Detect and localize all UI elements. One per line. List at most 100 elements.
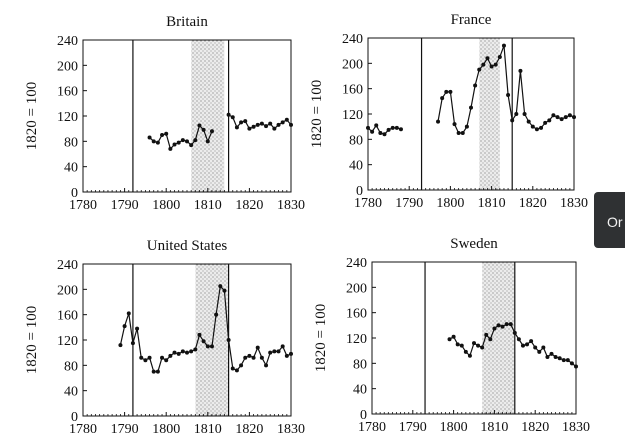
data-point (243, 119, 248, 124)
y-tick-label: 240 (342, 32, 363, 47)
data-point (234, 368, 239, 373)
data-point (553, 355, 558, 359)
chart-panel-3: United States 0 40 80 120 160 200 240 1780 1790 18… (24, 238, 305, 437)
data-point (251, 355, 256, 360)
data-point (272, 126, 277, 131)
chart-title: Sweden (450, 236, 498, 252)
y-tick-label: 80 (64, 359, 78, 374)
data-point (168, 146, 173, 151)
chart-title: Britain (166, 14, 208, 30)
y-tick-label: 0 (71, 410, 78, 425)
y-tick-label: 80 (64, 135, 78, 150)
data-point (255, 122, 260, 127)
y-tick-label: 40 (353, 383, 367, 398)
data-point (559, 117, 564, 122)
data-point (472, 341, 476, 346)
data-point (563, 115, 568, 120)
series-line (228, 114, 292, 130)
data-point (234, 125, 239, 130)
y-tick-label: 0 (71, 186, 78, 201)
data-point (168, 353, 173, 358)
data-point (176, 140, 181, 145)
y-tick-label: 80 (353, 357, 367, 372)
data-point (209, 344, 214, 349)
y-tick-label: 40 (349, 159, 363, 174)
shaded-period (191, 40, 225, 192)
data-point (164, 358, 169, 363)
x-tick-label: 1790 (399, 420, 427, 435)
side-tab[interactable]: Or (594, 192, 625, 248)
data-point (147, 135, 152, 140)
data-point (164, 131, 169, 136)
x-tick-label: 1830 (560, 196, 588, 211)
data-point (139, 355, 144, 360)
shaded-period (479, 38, 500, 190)
x-tick-label: 1800 (436, 196, 464, 211)
y-tick-label: 120 (342, 108, 363, 123)
data-point (155, 140, 160, 145)
data-point (497, 55, 502, 59)
data-point (226, 112, 231, 117)
shaded-period (195, 264, 229, 416)
data-point (205, 139, 210, 144)
data-point (541, 345, 546, 350)
data-point (394, 125, 399, 130)
y-axis-label: 1820 = 100 (24, 82, 40, 150)
data-point (572, 115, 576, 120)
y-tick-label: 160 (57, 85, 78, 100)
data-point (436, 119, 441, 124)
data-point (508, 322, 513, 327)
data-point (504, 322, 509, 327)
data-point (510, 118, 515, 123)
y-tick-label: 160 (342, 83, 363, 98)
y-axis-label: 1820 = 100 (309, 80, 325, 148)
data-point (239, 120, 244, 125)
data-point (230, 115, 235, 120)
y-tick-label: 120 (57, 110, 78, 125)
data-point (205, 344, 210, 349)
data-point (569, 361, 574, 366)
chart-title: United States (147, 238, 228, 254)
data-point (193, 347, 198, 352)
data-point (464, 124, 469, 129)
data-point (185, 350, 189, 355)
data-point (533, 345, 538, 350)
x-tick-label: 1810 (480, 420, 508, 435)
data-point (155, 369, 160, 374)
data-point (243, 355, 248, 360)
side-tab-label: Or (607, 214, 623, 230)
x-tick-label: 1810 (194, 422, 222, 437)
data-point (160, 355, 165, 360)
data-point (529, 339, 534, 344)
x-tick-label: 1830 (277, 422, 305, 437)
data-point (370, 129, 375, 134)
series-line (149, 124, 213, 151)
data-point (259, 355, 264, 360)
data-point (463, 349, 468, 354)
data-point (459, 343, 464, 348)
data-point (390, 125, 395, 130)
data-point (567, 113, 572, 118)
data-point (284, 353, 289, 358)
data-point (398, 127, 403, 132)
chart-panel-1: Britain 0 40 80 120 160 200 240 1780 1790 1800 1810… (24, 14, 305, 213)
data-point (534, 127, 539, 132)
y-tick-label: 40 (64, 161, 78, 176)
x-tick-label: 1790 (395, 196, 423, 211)
data-point (526, 119, 531, 124)
data-point (366, 125, 370, 130)
data-point (268, 350, 273, 355)
plot-frame (82, 39, 292, 193)
data-point (122, 324, 127, 329)
data-point (276, 122, 281, 127)
data-point (477, 67, 482, 72)
data-point (549, 351, 554, 356)
data-point (545, 355, 550, 359)
data-point (118, 343, 123, 348)
data-point (264, 363, 269, 368)
data-point (440, 96, 445, 101)
data-point (512, 330, 517, 335)
data-point (539, 125, 544, 130)
data-point (239, 363, 244, 368)
data-point (284, 117, 289, 122)
